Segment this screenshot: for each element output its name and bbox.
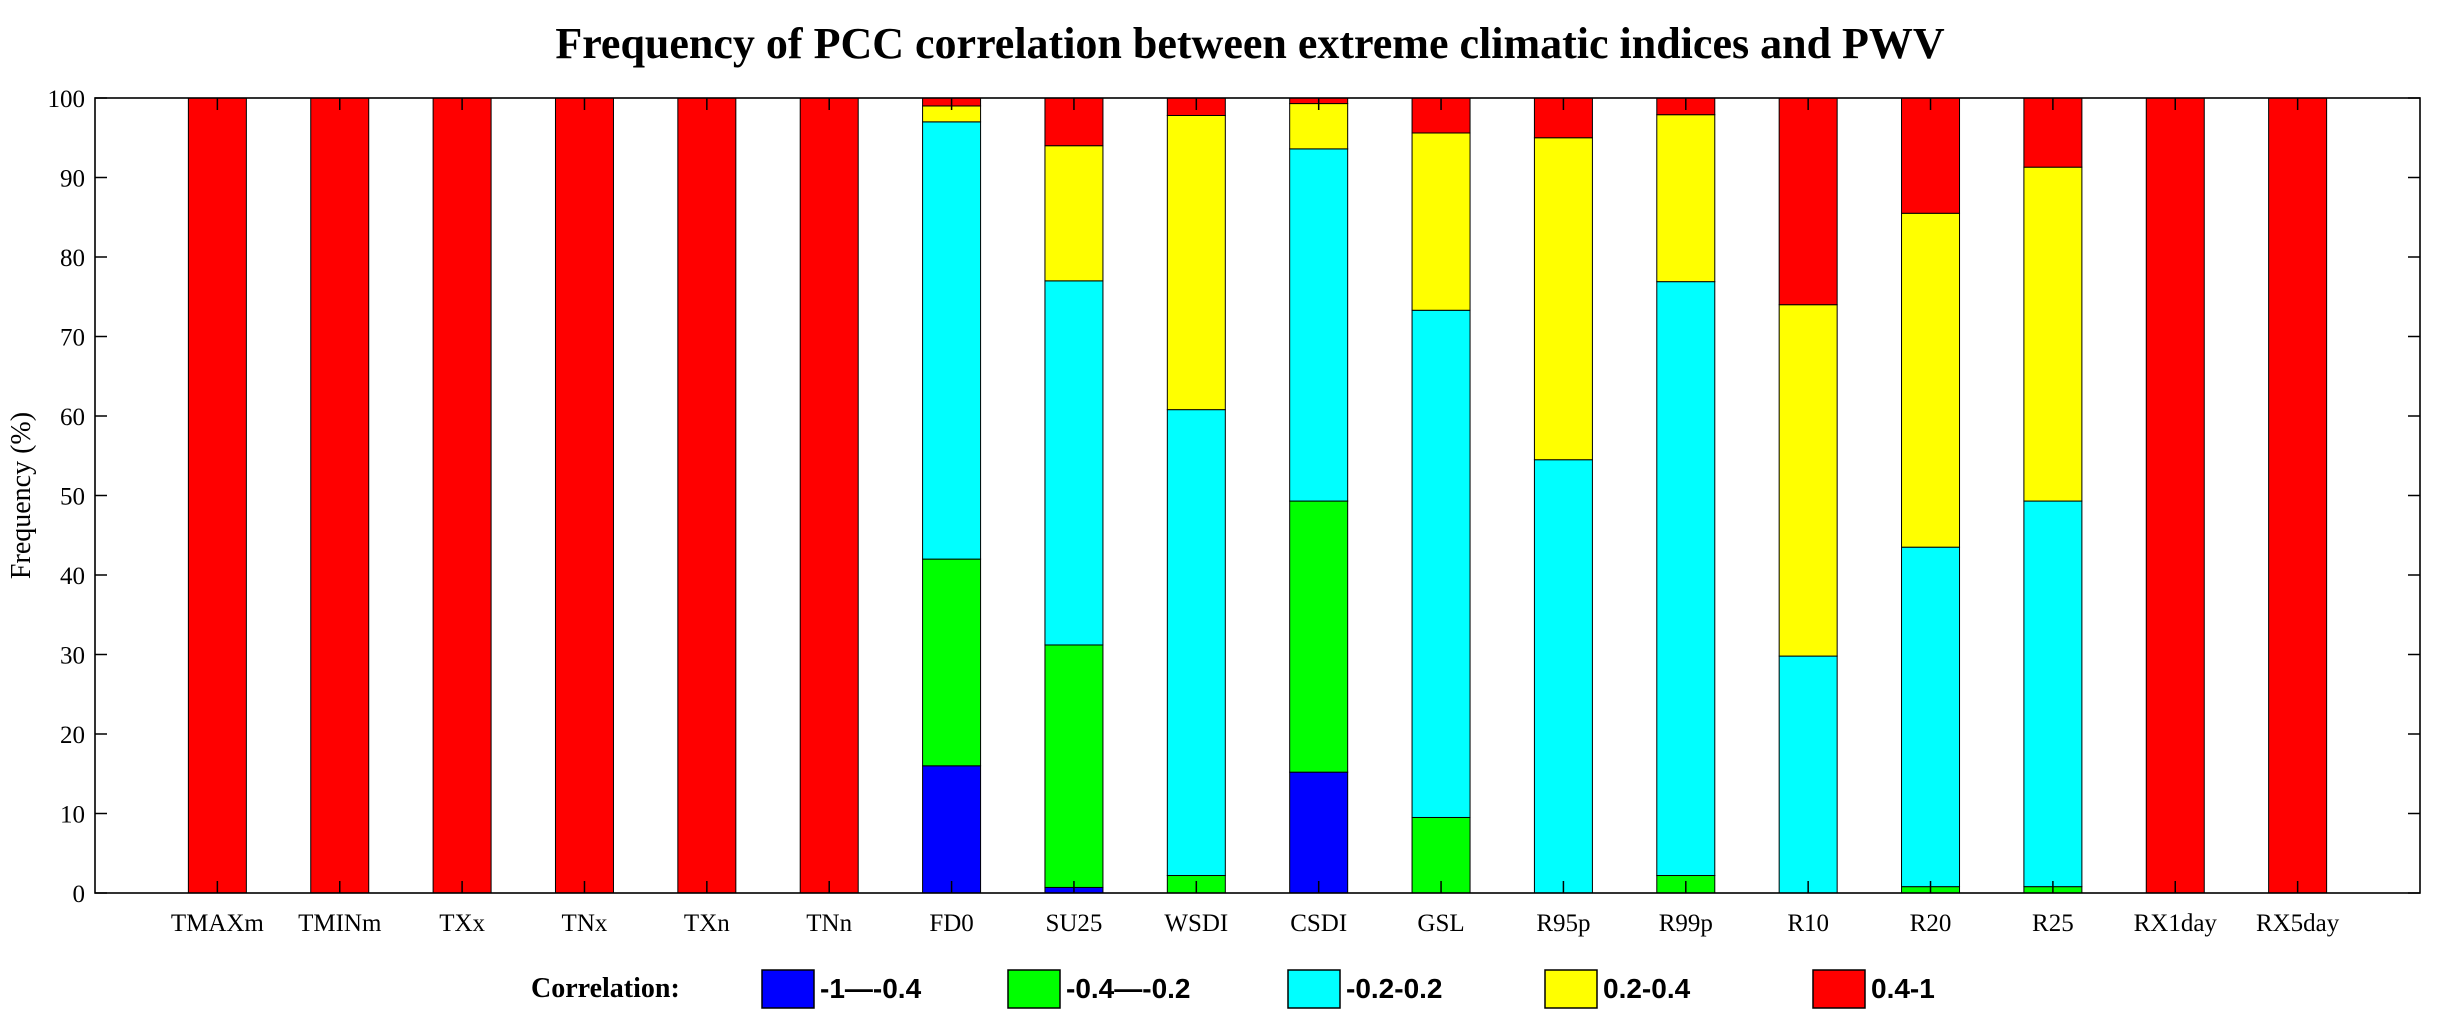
legend-label-s1: -0.4—-0.2: [1066, 973, 1191, 1004]
y-axis-label: Frequency (%): [6, 412, 37, 579]
x-tick-label-txx: TXx: [439, 910, 485, 937]
bar-segment-wsdi-s2: [1166, 409, 1226, 877]
bar-segment-r99p-s2: [1656, 281, 1716, 877]
x-tick-label-csdi: CSDI: [1290, 910, 1347, 937]
bar-segment-fd0-s0: [922, 765, 982, 894]
legend-swatch-s3: [1544, 969, 1598, 1009]
x-tick-label-rx1day: RX1day: [2134, 910, 2218, 937]
bar-segment-su25-s2: [1044, 280, 1104, 646]
bar-segment-tnx-s4: [554, 97, 614, 894]
bar-segment-r20-s2: [1901, 546, 1961, 888]
bar-segment-r99p-s3: [1656, 114, 1716, 283]
y-tick-label: 50: [60, 484, 85, 511]
bar-segment-r20-s3: [1901, 212, 1961, 548]
x-tick-label-wsdi: WSDI: [1164, 910, 1228, 937]
chart-title: Frequency of PCC correlation between ext…: [555, 19, 1945, 68]
legend-swatch-s2: [1287, 969, 1341, 1009]
bar-segment-r95p-s3: [1533, 137, 1593, 461]
x-tick-label-tminm: TMINm: [298, 910, 382, 937]
y-tick-label: 80: [60, 245, 85, 272]
legend-swatch-s1: [1007, 969, 1061, 1009]
legend: Correlation: -1—-0.4 -0.4—-0.2 -0.2-0.2 0.2…: [531, 969, 1935, 1009]
y-tick-label: 70: [60, 325, 85, 352]
x-tick-label-rx5day: RX5day: [2256, 910, 2340, 937]
bar-segment-su25-s3: [1044, 145, 1104, 282]
bar-segment-tminm-s4: [310, 97, 370, 894]
x-tick-label-r25: R25: [2032, 910, 2074, 937]
y-tick-label: 60: [60, 404, 85, 431]
x-tick-label-r95p: R95p: [1536, 910, 1590, 937]
bar-segment-wsdi-s3: [1166, 114, 1226, 411]
bar-segment-fd0-s2: [922, 121, 982, 560]
legend-title: Correlation:: [531, 973, 680, 1004]
bar-segment-r10-s4: [1778, 97, 1838, 306]
bar-segment-csdi-s2: [1289, 148, 1349, 502]
bar-segment-txx-s4: [432, 97, 492, 894]
bar-segment-csdi-s0: [1289, 771, 1349, 894]
x-tick-label-txn: TXn: [684, 910, 730, 937]
bar-segment-fd0-s1: [922, 558, 982, 767]
x-tick-label-tnn: TNn: [806, 910, 852, 937]
x-tick-label-r20: R20: [1910, 910, 1952, 937]
y-tick-label: 100: [48, 86, 86, 113]
x-tick-label-r10: R10: [1787, 910, 1829, 937]
bar-segment-su25-s1: [1044, 644, 1104, 888]
bar-segment-rx1day-s4: [2145, 97, 2205, 894]
y-tick-label: 0: [73, 881, 86, 908]
x-tick-label-tmaxm: TMAXm: [171, 910, 265, 937]
bar-segment-r20-s4: [1901, 97, 1961, 214]
bar-segment-tmaxm-s4: [187, 97, 247, 894]
bar-segment-r10-s3: [1778, 304, 1838, 657]
legend-label-s4: 0.4-1: [1871, 973, 1935, 1004]
bar-segment-gsl-s3: [1411, 132, 1471, 311]
legend-label-s2: -0.2-0.2: [1346, 973, 1443, 1004]
y-axis: 0 10 20 30 40 50 60 70 80 90 100: [48, 86, 2420, 908]
legend-label-s0: -1—-0.4: [820, 973, 922, 1004]
y-tick-label: 30: [60, 643, 85, 670]
bar-segment-csdi-s3: [1289, 103, 1349, 150]
y-tick-label: 40: [60, 563, 85, 590]
bar-segment-r95p-s2: [1533, 459, 1593, 894]
y-tick-label: 10: [60, 802, 85, 829]
bar-segment-rx5day-s4: [2268, 97, 2328, 894]
y-tick-label: 20: [60, 722, 85, 749]
x-tick-label-gsl: GSL: [1417, 910, 1464, 937]
y-tick-label: 90: [60, 166, 85, 193]
bar-segment-csdi-s1: [1289, 500, 1349, 773]
x-tick-label-r99p: R99p: [1659, 910, 1713, 937]
bar-segment-gsl-s1: [1411, 816, 1471, 894]
x-tick-label-tnx: TNx: [562, 910, 608, 937]
x-axis: TMAXm TMINm TXx TNx TXn TNn FD0 SU25 WSDI CSDI GSL…: [171, 98, 2340, 937]
bar-segment-txn-s4: [677, 97, 737, 894]
legend-label-s3: 0.2-0.4: [1603, 973, 1691, 1004]
bar-segment-tnn-s4: [799, 97, 859, 894]
x-tick-label-fd0: FD0: [929, 910, 973, 937]
bar-segment-gsl-s2: [1411, 309, 1471, 818]
bar-segment-r25-s3: [2023, 166, 2083, 502]
legend-swatch-s4: [1812, 969, 1866, 1009]
bar-segment-r25-s2: [2023, 500, 2083, 888]
bars-group: [187, 97, 2328, 894]
x-tick-label-su25: SU25: [1045, 910, 1102, 937]
bar-segment-r10-s2: [1778, 655, 1838, 894]
legend-swatch-s0: [761, 969, 815, 1009]
